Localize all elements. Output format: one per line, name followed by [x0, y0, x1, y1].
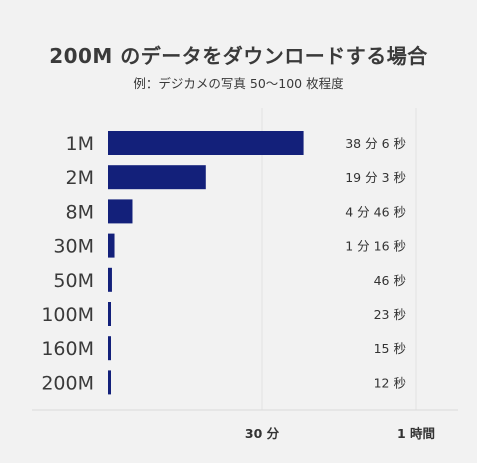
x-tick-label: 1 時間 [397, 426, 435, 441]
category-label: 2M [66, 167, 94, 189]
data-label: 19 分 3 秒 [345, 170, 406, 185]
bar [108, 165, 206, 190]
bar [108, 267, 112, 292]
category-label: 30M [53, 236, 94, 258]
category-label: 200M [41, 372, 94, 394]
bar [108, 199, 133, 224]
data-label: 12 秒 [374, 375, 406, 390]
bar [108, 233, 115, 258]
data-label: 46 秒 [374, 273, 406, 288]
category-label: 160M [41, 338, 94, 360]
data-label: 1 分 16 秒 [345, 239, 406, 254]
chart-title: 200M のデータをダウンロードする場合 [49, 44, 428, 68]
category-label: 8M [66, 201, 94, 223]
category-label: 50M [53, 270, 94, 292]
bar [108, 131, 304, 155]
x-tick-label: 30 分 [245, 426, 280, 441]
chart-subtitle: 例：デジカメの写真 50〜100 枚程度 [133, 76, 344, 91]
data-label: 23 秒 [374, 307, 406, 322]
category-label: 1M [66, 133, 94, 155]
bar [108, 336, 111, 361]
bar [108, 370, 111, 395]
data-label: 4 分 46 秒 [345, 204, 406, 219]
data-label: 15 秒 [374, 341, 406, 356]
category-label: 100M [41, 304, 94, 326]
bar [108, 302, 111, 326]
data-label: 38 分 6 秒 [345, 136, 406, 151]
